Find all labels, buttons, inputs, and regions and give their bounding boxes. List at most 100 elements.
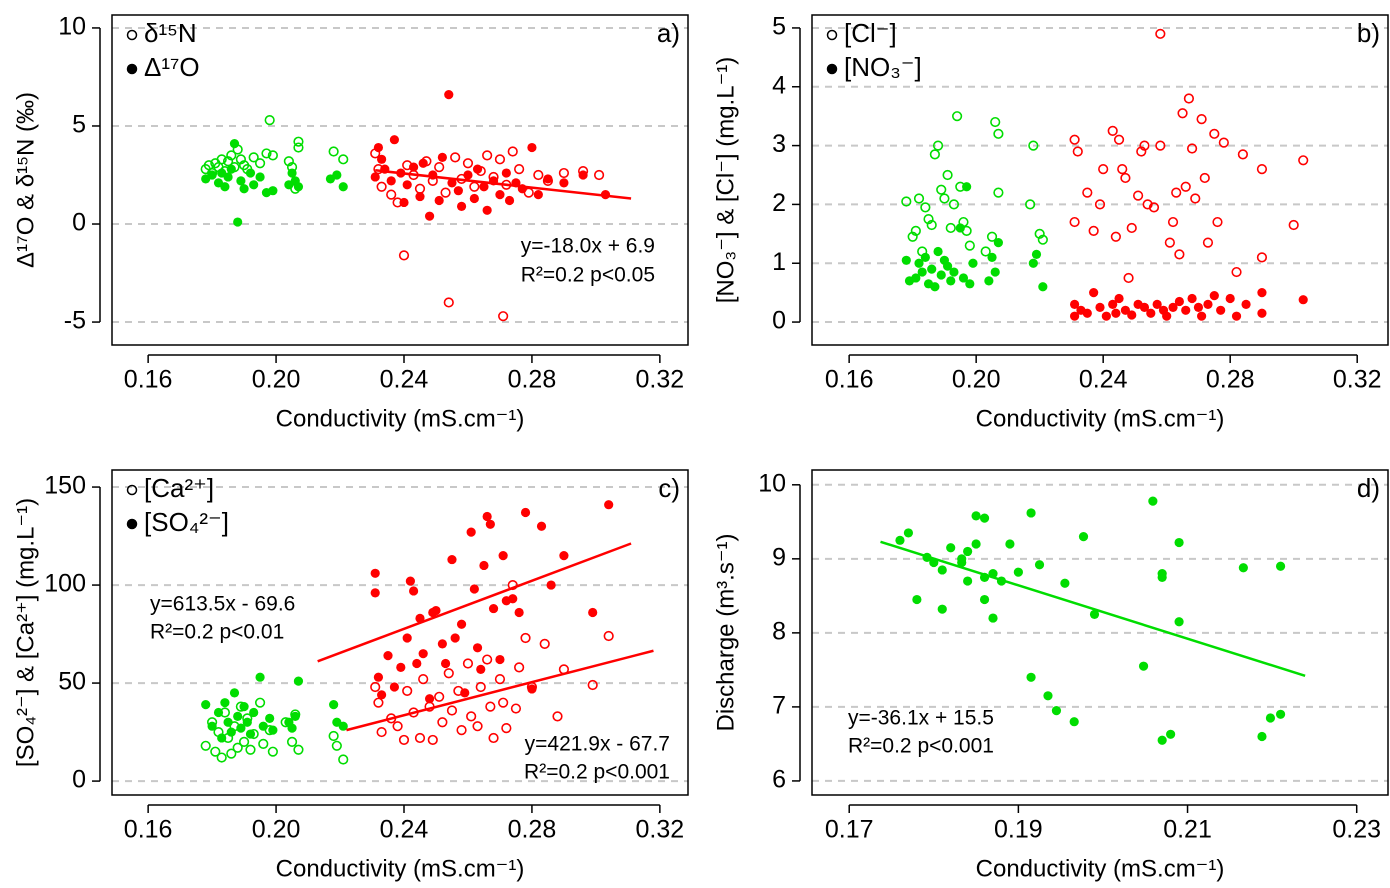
panel-label: c) [658,473,680,503]
data-point [434,162,445,173]
data-point [1034,560,1045,570]
data-point [399,197,409,208]
data-point [265,713,275,723]
data-point [587,679,598,691]
data-point [434,691,445,702]
data-point [229,688,240,698]
data-point [286,736,298,747]
data-point [910,225,921,236]
data-point [1127,310,1137,320]
data-point [1203,299,1213,310]
legend-marker [826,29,838,41]
data-point [1026,508,1036,518]
data-point [450,152,461,163]
data-point [1298,295,1308,305]
data-point [1241,299,1251,310]
annotation: y=421.9x - 67.7 [525,733,670,756]
data-point [338,754,349,765]
data-point [926,219,937,231]
data-point [945,222,956,234]
x-tick-label: 0.19 [994,816,1043,844]
data-point [287,168,297,178]
data-point [539,638,550,649]
data-point [1225,293,1235,304]
data-point [1069,134,1080,145]
data-point [460,688,470,698]
data-point [1113,134,1125,145]
data-point [418,158,428,168]
panel-label: d) [1357,473,1380,503]
data-point [1180,181,1191,192]
data-point [1174,617,1184,627]
data-point [933,246,943,257]
data-point [239,184,249,194]
x-tick-label: 0.24 [1079,366,1128,394]
data-point [236,723,246,733]
data-point [901,196,912,207]
data-point [427,734,438,746]
data-point [1174,537,1184,548]
regression-line [375,169,632,200]
data-point [424,211,435,221]
data-point [207,170,217,180]
data-point [472,643,483,653]
data-point [494,154,506,165]
data-point [226,164,236,174]
y-tick-label: 5 [772,13,786,41]
data-point [993,187,1004,198]
data-point [979,513,990,523]
data-point [901,255,911,265]
data-point [1193,302,1204,312]
data-point [1060,578,1070,588]
annotation: y=-18.0x + 6.9 [521,235,655,258]
data-point [510,703,522,714]
plot-frame [811,469,1389,796]
data-point [398,734,410,746]
data-point [1094,199,1106,210]
data-point [1298,155,1309,166]
data-point [264,114,275,126]
data-point [370,568,380,578]
data-point [1202,237,1214,248]
data-point [402,685,413,697]
data-point [559,551,569,561]
data-point [329,700,339,710]
data-point [536,521,547,531]
data-point [971,539,981,549]
data-point [1146,308,1156,318]
data-point [1196,114,1207,125]
data-point [1238,563,1248,573]
data-point [1133,190,1144,201]
data-point [990,267,1000,277]
data-point [386,176,396,186]
data-point [331,740,342,751]
data-point [927,264,937,274]
data-point [1231,266,1242,278]
data-point [504,195,515,206]
data-point [1174,249,1185,260]
data-point [498,697,509,708]
data-point [588,607,598,618]
data-point [501,723,512,734]
x-tick-label: 0.21 [1163,816,1212,844]
data-point [1216,305,1226,315]
x-axis-label: Conductivity (mS.cm⁻¹) [976,855,1225,882]
data-point [1209,128,1220,139]
data-point [533,190,543,200]
data-point [494,674,506,685]
data-point [223,172,233,182]
data-point [245,744,256,755]
data-point [558,167,570,179]
data-point [930,282,940,292]
data-point [207,721,217,731]
data-point [1275,561,1286,571]
annotation: R²=0.2 p<0.001 [524,761,670,784]
y-tick-label: -5 [64,307,86,335]
legend-marker [126,484,138,496]
data-point [446,705,458,716]
data-point [1171,187,1182,198]
x-axis-label: Conductivity (mS.cm⁻¹) [276,855,525,882]
data-point [911,273,921,283]
data-point [332,170,342,180]
data-point [1177,108,1188,119]
